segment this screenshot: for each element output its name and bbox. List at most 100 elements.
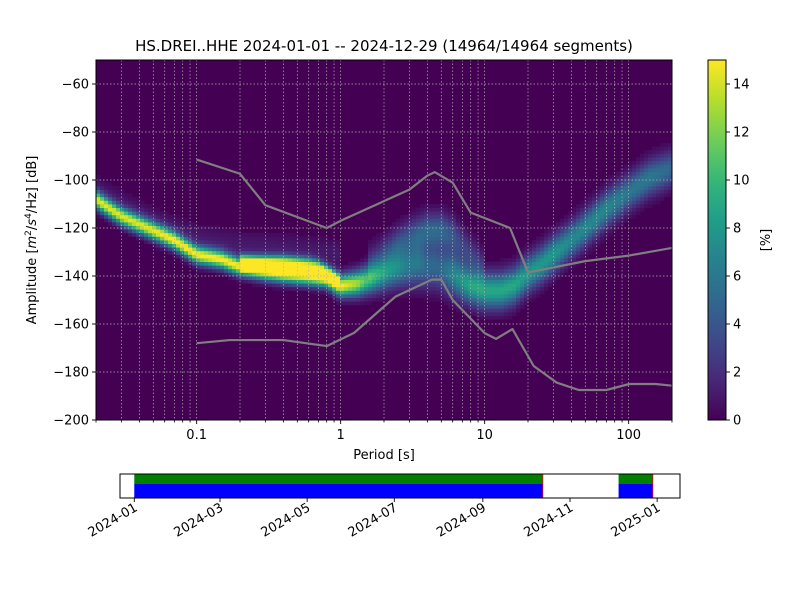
heatmap-cell: [596, 214, 601, 219]
heatmap-cell: [240, 240, 245, 244]
heatmap-cell: [476, 304, 481, 309]
chart-title: HS.DREI..HHE 2024-01-01 -- 2024-12-29 (1…: [135, 37, 633, 55]
heatmap-cell: [632, 196, 637, 201]
heatmap-cell: [424, 240, 429, 244]
heatmap-cell: [436, 268, 441, 273]
heatmap-cell: [184, 240, 189, 244]
heatmap-cell: [384, 283, 389, 288]
heatmap-cell: [288, 258, 293, 262]
heatmap-cell: [404, 236, 409, 241]
heatmap-cell: [372, 254, 377, 259]
heatmap-cell: [416, 294, 421, 298]
heatmap-cell: [320, 286, 325, 291]
heatmap-cell: [428, 222, 433, 226]
heatmap-cell: [424, 207, 429, 212]
heatmap-cell: [580, 218, 585, 223]
heatmap-cell: [376, 294, 381, 298]
heatmap-cell: [272, 265, 277, 270]
heatmap-cell: [480, 312, 485, 316]
heatmap-cell: [116, 225, 121, 230]
data-coverage-bar: [134, 484, 543, 498]
heatmap-cell: [452, 272, 457, 277]
heatmap-cell: [448, 225, 453, 230]
heatmap-cell: [252, 272, 257, 277]
heatmap-cell: [136, 211, 141, 216]
heatmap-cell: [644, 168, 649, 172]
heatmap-cell: [572, 236, 577, 241]
heatmap-cell: [408, 243, 413, 248]
heatmap-cell: [552, 232, 557, 237]
heatmap-cell: [436, 254, 441, 259]
heatmap-cell: [356, 261, 361, 266]
heatmap-cell: [632, 204, 637, 208]
heatmap-cell: [328, 261, 333, 266]
heatmap-cell: [232, 250, 237, 255]
heatmap-cell: [600, 186, 605, 190]
heatmap-cell: [648, 178, 653, 183]
heatmap-cell: [440, 286, 445, 291]
heatmap-cell: [424, 297, 429, 302]
heatmap-cell: [216, 243, 221, 248]
heatmap-cell: [436, 229, 441, 234]
heatmap-cell: [492, 290, 497, 295]
heatmap-cell: [292, 254, 297, 259]
heatmap-cell: [476, 301, 481, 306]
heatmap-cell: [432, 243, 437, 248]
heatmap-cell: [588, 236, 593, 241]
heatmap-cell: [492, 265, 497, 270]
heatmap-cell: [652, 157, 657, 162]
heatmap-cell: [164, 229, 169, 234]
heatmap-cell: [392, 268, 397, 273]
heatmap-cell: [636, 204, 641, 208]
heatmap-cell: [668, 164, 672, 169]
heatmap-cell: [612, 186, 617, 190]
heatmap-cell: [436, 286, 441, 291]
heatmap-cell: [512, 304, 517, 309]
heatmap-cell: [400, 279, 405, 284]
heatmap-cell: [596, 207, 601, 212]
heatmap-cell: [604, 204, 609, 208]
heatmap-cell: [424, 276, 429, 280]
heatmap-cell: [444, 204, 449, 208]
heatmap-cell: [420, 272, 425, 277]
heatmap-cell: [604, 193, 609, 198]
heatmap-cell: [408, 247, 413, 252]
heatmap-cell: [436, 265, 441, 270]
heatmap-cell: [520, 276, 525, 280]
heatmap-cell: [488, 312, 493, 316]
heatmap-cell: [420, 247, 425, 252]
heatmap-cell: [400, 294, 405, 298]
heatmap-cell: [440, 207, 445, 212]
heatmap-cell: [644, 160, 649, 165]
heatmap-cell: [396, 250, 401, 255]
heatmap-cell: [432, 207, 437, 212]
heatmap-cell: [284, 265, 289, 270]
heatmap-cell: [644, 164, 649, 169]
heatmap-cell: [420, 214, 425, 219]
heatmap-cell: [444, 243, 449, 248]
heatmap-cell: [564, 247, 569, 252]
heatmap-cell: [612, 189, 617, 194]
heatmap-cell: [112, 218, 117, 223]
heatmap-cell: [564, 229, 569, 234]
heatmap-cell: [320, 265, 325, 270]
heatmap-cell: [320, 276, 325, 280]
heatmap-cell: [412, 207, 417, 212]
heatmap-cell: [276, 279, 281, 284]
heatmap-cell: [420, 232, 425, 237]
heatmap-cell: [396, 225, 401, 230]
heatmap-cell: [180, 218, 185, 223]
heatmap-cell: [112, 193, 117, 198]
heatmap-cell: [604, 196, 609, 201]
heatmap-cell: [152, 211, 157, 216]
heatmap-cell: [140, 236, 145, 241]
heatmap-cell: [628, 207, 633, 212]
heatmap-cell: [268, 240, 273, 244]
heatmap-cell: [276, 268, 281, 273]
heatmap-cell: [636, 193, 641, 198]
heatmap-cell: [444, 265, 449, 270]
heatmap-cell: [128, 214, 133, 219]
heatmap-cell: [176, 247, 181, 252]
heatmap-cell: [260, 258, 265, 262]
heatmap-cell: [368, 301, 373, 306]
